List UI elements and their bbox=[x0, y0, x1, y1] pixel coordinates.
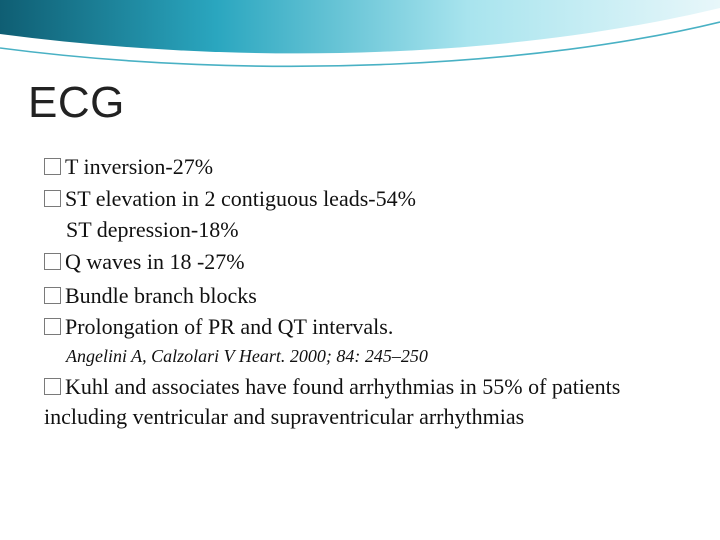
bullet-item: Prolongation of PR and QT intervals. bbox=[44, 312, 684, 342]
bullet-text: Bundle branch blocks bbox=[65, 283, 257, 308]
bullet-text: ST depression-18% bbox=[66, 217, 239, 242]
bullet-text: Q waves in 18 -27% bbox=[65, 249, 245, 274]
slide-title: ECG bbox=[28, 78, 125, 128]
bullet-item: Q waves in 18 -27% bbox=[44, 247, 684, 277]
bullet-item: T inversion-27% bbox=[44, 152, 684, 182]
square-bullet-icon bbox=[44, 287, 61, 304]
slide-body: T inversion-27% ST elevation in 2 contig… bbox=[44, 152, 684, 434]
bullet-subline: ST depression-18% bbox=[44, 215, 684, 245]
bullet-item: Kuhl and associates have found arrhythmi… bbox=[44, 372, 684, 431]
bullet-item: ST elevation in 2 contiguous leads-54% bbox=[44, 184, 684, 214]
reference-citation: Angelini A, Calzolari V Heart. 2000; 84:… bbox=[66, 344, 684, 368]
square-bullet-icon bbox=[44, 378, 61, 395]
square-bullet-icon bbox=[44, 253, 61, 270]
bullet-text: T inversion-27% bbox=[65, 154, 213, 179]
bullet-text: ST elevation in 2 contiguous leads-54% bbox=[65, 186, 416, 211]
bullet-item: Bundle branch blocks bbox=[44, 281, 684, 311]
square-bullet-icon bbox=[44, 318, 61, 335]
square-bullet-icon bbox=[44, 158, 61, 175]
header-swoosh-decoration bbox=[0, 0, 720, 80]
bullet-text: Kuhl and associates have found arrhythmi… bbox=[44, 374, 620, 429]
bullet-text: Prolongation of PR and QT intervals. bbox=[65, 314, 393, 339]
slide: { "title": "ECG", "bullets": { "b1": "T … bbox=[0, 0, 720, 540]
square-bullet-icon bbox=[44, 190, 61, 207]
